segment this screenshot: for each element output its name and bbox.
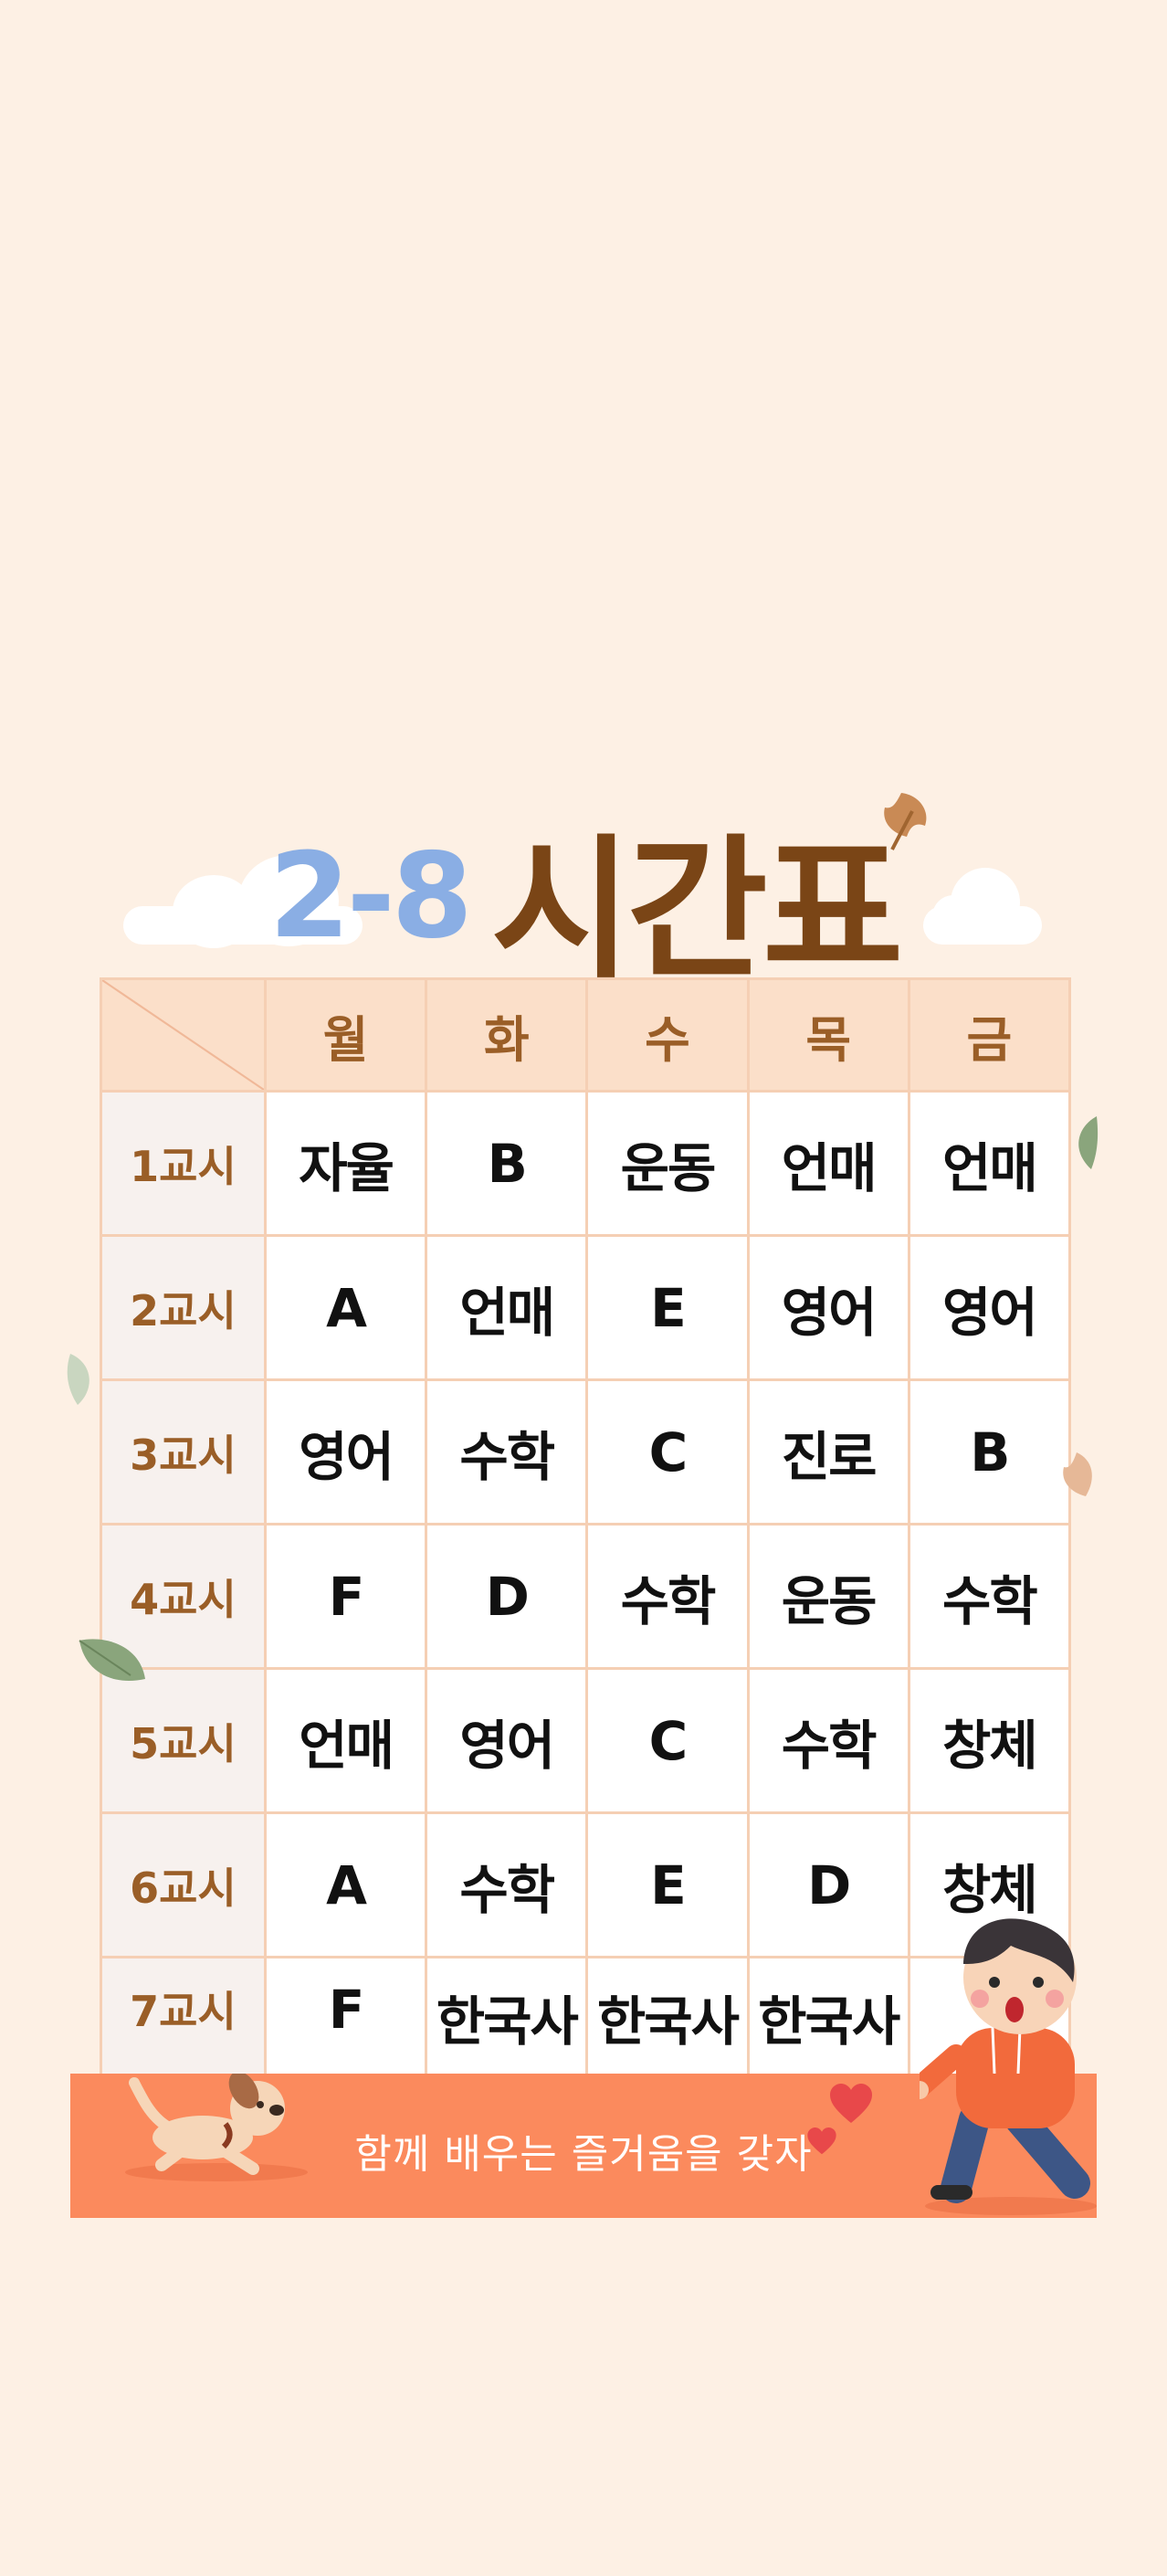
dog-illustration [125,2074,308,2181]
subject-cell: 언매 [746,1090,910,1237]
period-label: 6교시 [100,1811,267,1958]
subject-cell: B [907,1378,1072,1526]
subject-cell: 언매 [425,1234,589,1381]
table-row: 1교시 자율 B 운동 언매 언매 [100,1090,1072,1237]
table-row: 4교시 F D 수학 운동 수학 [100,1523,1072,1670]
boy-illustration [920,1918,1097,2215]
day-header-row: 월 화 수 목 금 [100,977,1072,1093]
table-row: 6교시 A 수학 E D 창체 [100,1811,1072,1958]
subject-cell: 수학 [425,1811,589,1958]
table-row: 3교시 영어 수학 C 진로 B [100,1378,1072,1526]
subject-cell: B [425,1090,589,1237]
period-label: 3교시 [100,1378,267,1526]
subject-cell: A [263,1811,428,1958]
subject-cell: D [746,1811,910,1958]
subject-cell: 수학 [746,1667,910,1814]
subject-cell: 운동 [746,1523,910,1670]
title-text: 시간표 [490,820,904,999]
day-header: 목 [746,977,910,1093]
leaf-icon [1078,1116,1099,1169]
subject-cell: 영어 [425,1667,589,1814]
footer-banner: 함께 배우는 즐거움을 갖자 [70,2074,1097,2218]
subject-cell: 영어 [746,1234,910,1381]
footer-slogan: 함께 배우는 즐거움을 갖자 [354,2131,813,2178]
timetable-poster: 2-8 시간표 월 화 수 목 금 1교시 [67,713,1099,2218]
subject-cell: A [263,1234,428,1381]
day-header: 금 [907,977,1072,1093]
subject-cell: 수학 [585,1523,750,1670]
period-label: 4교시 [100,1523,267,1670]
subject-cell: 영어 [907,1234,1072,1381]
subject-cell: 언매 [263,1667,428,1814]
table-row: 5교시 언매 영어 C 수학 창체 [100,1667,1072,1814]
period-label: 5교시 [100,1667,267,1814]
leaf-icon [884,793,927,850]
cloud-icon [123,855,363,948]
subject-cell: D [425,1523,589,1670]
subject-cell: E [585,1811,750,1958]
period-label: 2교시 [100,1234,267,1381]
heart-icon [830,2084,872,2123]
subject-cell: E [585,1234,750,1381]
leaf-icon [1063,1452,1092,1496]
day-header: 월 [263,977,428,1093]
subject-cell: F [263,1523,428,1670]
subject-cell: 언매 [907,1090,1072,1237]
day-header: 수 [585,977,750,1093]
page-title: 2-8 시간표 [70,786,1097,999]
period-label: 1교시 [100,1090,267,1237]
subject-cell: 수학 [425,1378,589,1526]
leaf-icon [67,1354,89,1405]
subject-cell: 진로 [746,1378,910,1526]
corner-cell [100,977,267,1093]
diagonal-line [102,980,264,1090]
subject-cell: 운동 [585,1090,750,1237]
subject-cell: 수학 [907,1523,1072,1670]
day-header: 화 [425,977,589,1093]
leaf-icon [79,1639,145,1682]
subject-cell: C [585,1667,750,1814]
cloud-icon [923,868,1042,945]
subject-cell: 자율 [263,1090,428,1237]
subject-cell: 영어 [263,1378,428,1526]
class-number: 2-8 [268,829,473,965]
subject-cell: 창체 [907,1667,1072,1814]
heart-icon [807,2127,836,2155]
subject-cell: C [585,1378,750,1526]
table-row: 2교시 A 언매 E 영어 영어 [100,1234,1072,1381]
